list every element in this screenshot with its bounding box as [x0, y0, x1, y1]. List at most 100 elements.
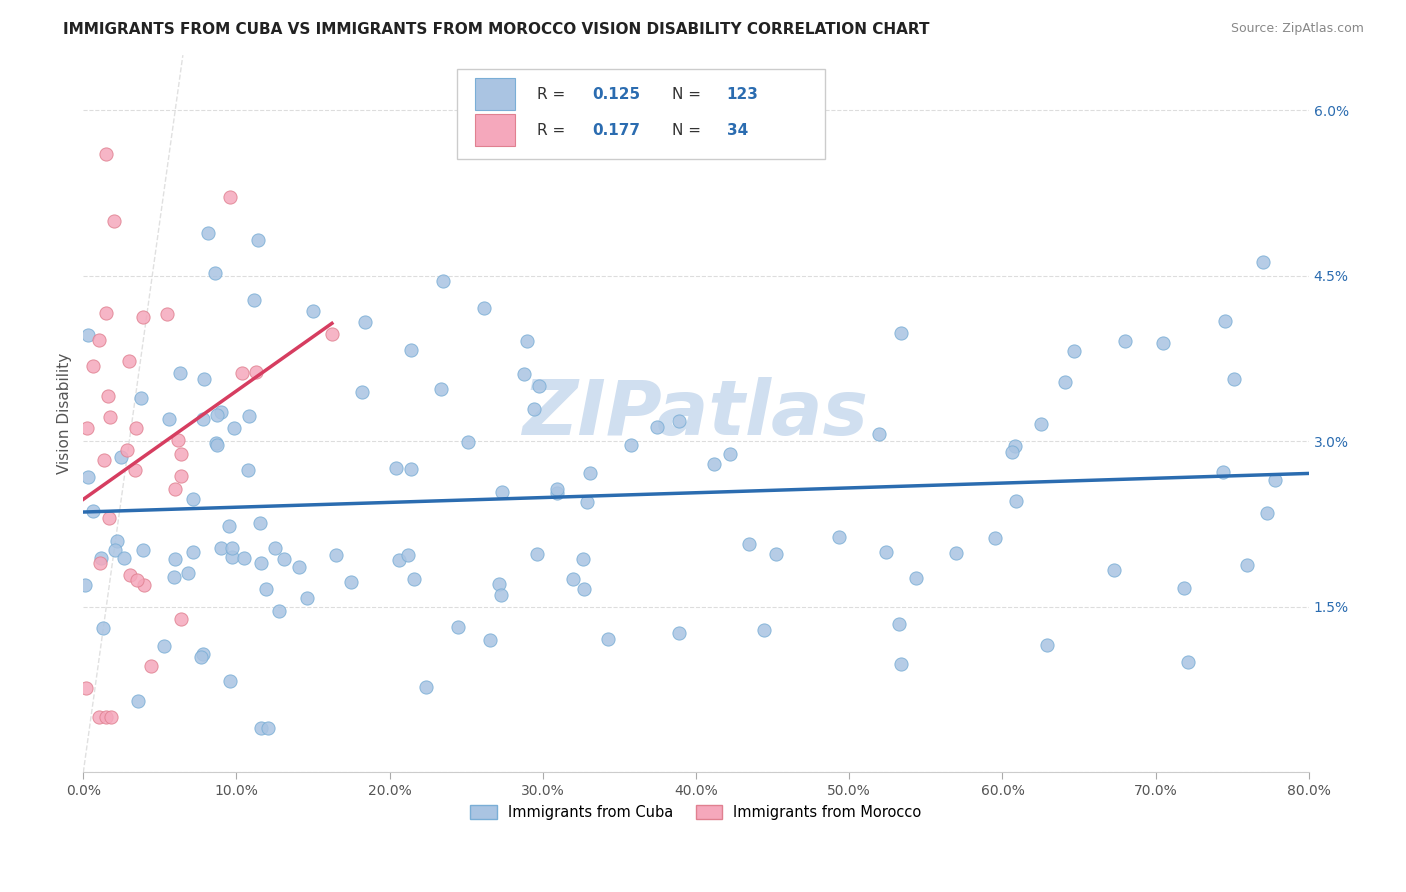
Point	[89, 557, 111, 571]
Point	[221, 541, 243, 555]
Text: ZIPatlas: ZIPatlas	[523, 376, 869, 450]
Point	[254, 582, 277, 596]
Point	[273, 552, 295, 566]
Point	[87, 333, 110, 347]
Point	[574, 582, 596, 597]
Point	[430, 382, 453, 396]
Point	[139, 659, 162, 673]
Point	[98, 511, 121, 525]
Point	[221, 549, 243, 564]
Point	[479, 633, 502, 648]
Point	[295, 591, 318, 606]
Point	[399, 343, 422, 358]
Text: 0.177: 0.177	[592, 123, 640, 138]
Point	[197, 227, 219, 241]
Point	[457, 435, 479, 450]
Point	[1001, 445, 1024, 459]
Point	[472, 301, 495, 315]
Point	[546, 485, 568, 500]
Bar	[475, 78, 515, 111]
Point	[246, 234, 269, 248]
Point	[104, 542, 127, 557]
Text: IMMIGRANTS FROM CUBA VS IMMIGRANTS FROM MOROCCO VISION DISABILITY CORRELATION CH: IMMIGRANTS FROM CUBA VS IMMIGRANTS FROM …	[63, 22, 929, 37]
Point	[193, 372, 215, 386]
Point	[645, 420, 668, 434]
Point	[887, 616, 910, 631]
Point	[432, 274, 454, 288]
Point	[77, 327, 100, 342]
Point	[399, 461, 422, 475]
Point	[765, 547, 787, 561]
Point	[245, 365, 267, 379]
Point	[165, 483, 187, 497]
Point	[1256, 506, 1278, 520]
Point	[100, 710, 122, 724]
Point	[396, 549, 419, 563]
Text: R =: R =	[537, 87, 569, 102]
Point	[219, 674, 242, 689]
Point	[236, 462, 259, 476]
Point	[156, 307, 179, 321]
Point	[269, 604, 291, 618]
Point	[205, 436, 228, 450]
Point	[350, 385, 373, 400]
Y-axis label: Vision Disability: Vision Disability	[58, 353, 72, 475]
Point	[1004, 494, 1026, 508]
Text: Source: ZipAtlas.com: Source: ZipAtlas.com	[1230, 22, 1364, 36]
Point	[73, 578, 96, 592]
Point	[388, 553, 411, 567]
Point	[668, 626, 690, 640]
Text: N =: N =	[672, 87, 706, 102]
Point	[488, 577, 510, 591]
Bar	[475, 114, 515, 146]
Point	[738, 537, 761, 551]
Point	[1004, 439, 1026, 453]
Point	[75, 681, 97, 695]
Point	[96, 147, 118, 161]
Point	[205, 438, 228, 452]
Point	[181, 492, 204, 507]
Point	[193, 412, 215, 426]
Point	[598, 632, 620, 646]
Legend: Immigrants from Cuba, Immigrants from Morocco: Immigrants from Cuba, Immigrants from Mo…	[464, 799, 928, 826]
Point	[353, 315, 375, 329]
Point	[134, 578, 156, 592]
Point	[125, 421, 148, 435]
Point	[165, 551, 187, 566]
Point	[945, 546, 967, 560]
Point	[527, 379, 550, 393]
Point	[1114, 334, 1136, 348]
Point	[868, 427, 890, 442]
Point	[302, 303, 325, 318]
Point	[340, 574, 363, 589]
Point	[209, 405, 232, 419]
Point	[668, 414, 690, 428]
Point	[169, 366, 191, 380]
Point	[562, 572, 585, 586]
Point	[76, 420, 98, 434]
Point	[1036, 638, 1059, 652]
Point	[120, 567, 142, 582]
Point	[96, 306, 118, 320]
Point	[578, 466, 600, 480]
Point	[219, 190, 242, 204]
Point	[703, 457, 725, 471]
Point	[91, 621, 114, 635]
Point	[288, 559, 311, 574]
Point	[249, 721, 271, 735]
Text: 0.125: 0.125	[592, 87, 640, 102]
Point	[218, 519, 240, 533]
Point	[1177, 655, 1199, 669]
Point	[264, 541, 287, 556]
Point	[132, 310, 155, 325]
Point	[1102, 563, 1125, 577]
Point	[170, 612, 193, 626]
Point	[875, 545, 897, 559]
Point	[103, 213, 125, 227]
Point	[1054, 375, 1077, 389]
Point	[447, 620, 470, 634]
Point	[1063, 344, 1085, 359]
Point	[127, 694, 149, 708]
Point	[115, 443, 138, 458]
Point	[232, 551, 254, 566]
